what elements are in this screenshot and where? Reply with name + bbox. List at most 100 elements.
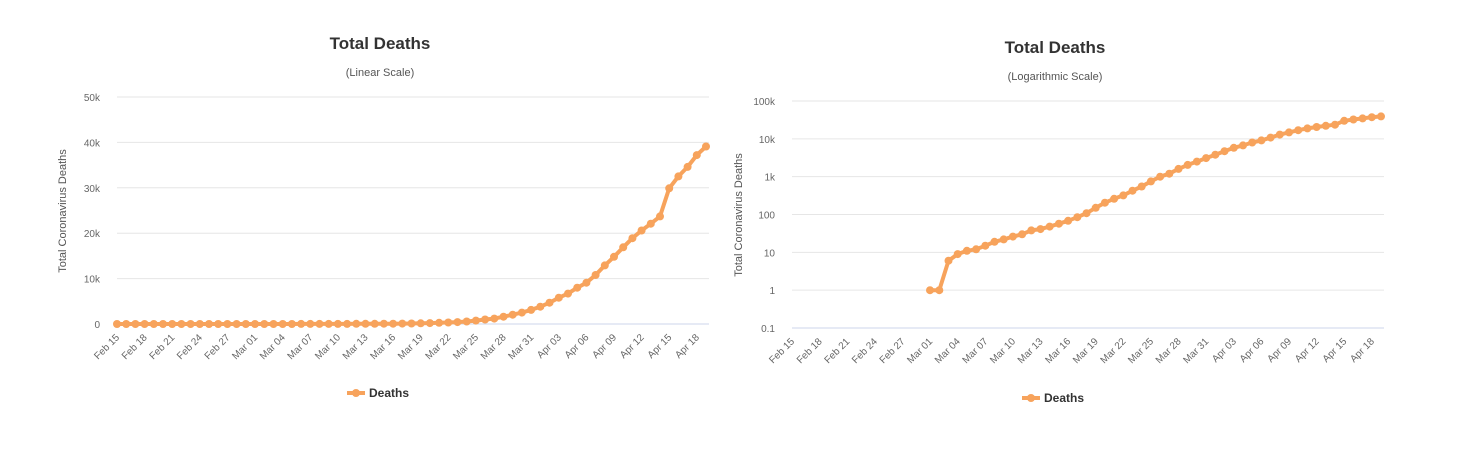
data-point[interactable] bbox=[582, 278, 591, 287]
data-point[interactable] bbox=[1165, 169, 1174, 178]
data-point[interactable] bbox=[1008, 232, 1017, 241]
data-point[interactable] bbox=[407, 319, 416, 328]
data-point[interactable] bbox=[1321, 121, 1330, 130]
data-point[interactable] bbox=[113, 320, 121, 328]
data-point[interactable] bbox=[1239, 141, 1247, 150]
data-point[interactable] bbox=[453, 318, 462, 327]
data-point[interactable] bbox=[1064, 216, 1073, 225]
data-point[interactable] bbox=[1082, 209, 1091, 218]
data-point[interactable] bbox=[214, 320, 223, 328]
data-point[interactable] bbox=[1027, 226, 1036, 235]
data-point[interactable] bbox=[536, 302, 545, 311]
data-point[interactable] bbox=[168, 320, 177, 328]
data-point[interactable] bbox=[990, 237, 999, 246]
data-point[interactable] bbox=[462, 317, 471, 326]
data-point[interactable] bbox=[1349, 115, 1358, 124]
data-point[interactable] bbox=[1248, 138, 1257, 147]
data-point[interactable] bbox=[287, 320, 296, 328]
data-point[interactable] bbox=[1312, 123, 1321, 131]
data-point[interactable] bbox=[508, 310, 517, 319]
data-point[interactable] bbox=[425, 319, 434, 328]
data-point[interactable] bbox=[260, 320, 269, 328]
data-point[interactable] bbox=[953, 250, 962, 259]
data-point[interactable] bbox=[232, 320, 241, 328]
data-point[interactable] bbox=[195, 320, 204, 328]
data-point[interactable] bbox=[223, 320, 232, 328]
data-point[interactable] bbox=[981, 241, 990, 250]
data-point[interactable] bbox=[1054, 219, 1063, 228]
data-point[interactable] bbox=[315, 319, 324, 328]
data-point[interactable] bbox=[370, 319, 379, 328]
data-point[interactable] bbox=[1202, 154, 1211, 163]
data-point[interactable] bbox=[1036, 225, 1045, 234]
data-point[interactable] bbox=[962, 246, 971, 255]
data-point[interactable] bbox=[1275, 130, 1284, 139]
data-point[interactable] bbox=[935, 286, 944, 295]
legend[interactable]: Deaths bbox=[347, 386, 409, 400]
data-point[interactable] bbox=[333, 319, 342, 328]
data-point[interactable] bbox=[1303, 124, 1312, 133]
data-point[interactable] bbox=[702, 142, 710, 151]
data-point[interactable] bbox=[140, 320, 149, 328]
data-point[interactable] bbox=[186, 320, 195, 328]
data-point[interactable] bbox=[591, 271, 600, 279]
data-point[interactable] bbox=[1257, 136, 1266, 145]
data-point[interactable] bbox=[637, 226, 646, 235]
data-point[interactable] bbox=[297, 319, 306, 328]
data-point[interactable] bbox=[1358, 114, 1367, 123]
data-point[interactable] bbox=[398, 319, 407, 328]
data-point[interactable] bbox=[1294, 126, 1303, 135]
data-point[interactable] bbox=[1331, 120, 1339, 129]
data-point[interactable] bbox=[343, 319, 352, 328]
data-point[interactable] bbox=[683, 162, 692, 171]
data-point[interactable] bbox=[352, 319, 361, 328]
data-point[interactable] bbox=[1128, 186, 1137, 195]
data-point[interactable] bbox=[646, 219, 655, 228]
data-point[interactable] bbox=[159, 320, 167, 328]
data-point[interactable] bbox=[1377, 112, 1385, 121]
data-point[interactable] bbox=[1045, 222, 1054, 231]
data-point[interactable] bbox=[1211, 150, 1220, 159]
data-point[interactable] bbox=[481, 315, 490, 324]
data-point[interactable] bbox=[610, 252, 618, 261]
data-point[interactable] bbox=[674, 172, 683, 181]
data-point[interactable] bbox=[1146, 177, 1155, 186]
data-point[interactable] bbox=[545, 298, 554, 307]
data-point[interactable] bbox=[251, 320, 259, 328]
data-point[interactable] bbox=[944, 256, 953, 265]
data-point[interactable] bbox=[628, 234, 637, 243]
data-point[interactable] bbox=[1285, 128, 1293, 137]
data-point[interactable] bbox=[324, 319, 333, 328]
data-point[interactable] bbox=[564, 289, 572, 298]
data-point[interactable] bbox=[1073, 213, 1082, 222]
data-point[interactable] bbox=[600, 261, 609, 270]
data-point[interactable] bbox=[926, 286, 934, 295]
data-point[interactable] bbox=[1229, 143, 1238, 152]
data-point[interactable] bbox=[999, 235, 1008, 244]
data-point[interactable] bbox=[665, 184, 674, 193]
data-point[interactable] bbox=[1119, 191, 1128, 200]
data-point[interactable] bbox=[435, 318, 444, 327]
legend[interactable]: Deaths bbox=[1022, 391, 1084, 405]
data-point[interactable] bbox=[379, 319, 388, 328]
data-point[interactable] bbox=[1174, 164, 1183, 173]
data-point[interactable] bbox=[241, 320, 250, 328]
data-point[interactable] bbox=[416, 319, 425, 328]
data-point[interactable] bbox=[149, 320, 158, 328]
data-point[interactable] bbox=[490, 314, 499, 323]
data-point[interactable] bbox=[1192, 157, 1201, 166]
data-point[interactable] bbox=[269, 320, 278, 328]
data-point[interactable] bbox=[1156, 172, 1165, 181]
data-point[interactable] bbox=[278, 320, 287, 328]
data-point[interactable] bbox=[619, 243, 628, 252]
data-point[interactable] bbox=[1018, 230, 1027, 239]
data-point[interactable] bbox=[692, 151, 701, 160]
data-point[interactable] bbox=[554, 293, 563, 302]
data-point[interactable] bbox=[1137, 182, 1146, 191]
data-point[interactable] bbox=[177, 320, 186, 328]
data-point[interactable] bbox=[389, 319, 398, 328]
data-point[interactable] bbox=[1183, 160, 1192, 169]
data-point[interactable] bbox=[1367, 113, 1376, 122]
data-point[interactable] bbox=[1110, 194, 1119, 203]
data-point[interactable] bbox=[1266, 133, 1275, 142]
